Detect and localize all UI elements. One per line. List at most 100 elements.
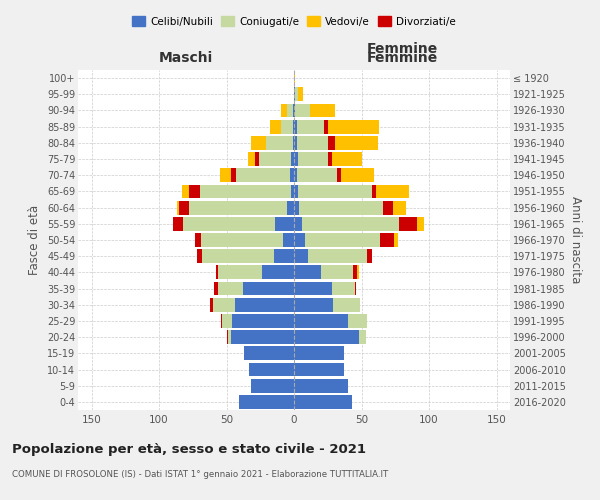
Bar xyxy=(310,104,335,118)
Text: Popolazione per età, sesso e stato civile - 2021: Popolazione per età, sesso e stato civil… xyxy=(12,442,366,456)
Bar xyxy=(294,314,348,328)
Bar xyxy=(333,298,360,312)
Bar xyxy=(213,298,235,312)
Bar xyxy=(281,120,293,134)
Bar xyxy=(248,152,255,166)
Bar xyxy=(298,88,304,101)
Bar xyxy=(292,184,294,198)
Bar xyxy=(250,362,294,376)
Bar xyxy=(328,136,335,149)
Bar xyxy=(281,104,287,118)
Bar xyxy=(172,217,183,230)
Bar xyxy=(294,298,333,312)
Bar xyxy=(305,233,380,247)
Bar xyxy=(324,120,328,134)
Bar xyxy=(332,282,355,296)
Text: Femmine: Femmine xyxy=(367,42,437,56)
Bar xyxy=(294,330,359,344)
Text: Maschi: Maschi xyxy=(159,51,213,65)
Bar xyxy=(230,330,294,344)
Bar xyxy=(196,233,201,247)
Bar xyxy=(244,346,294,360)
Bar xyxy=(182,184,188,198)
Bar xyxy=(294,379,348,392)
Bar xyxy=(298,152,328,166)
Bar xyxy=(294,184,298,198)
Bar xyxy=(294,282,332,296)
Bar xyxy=(294,71,295,85)
Bar xyxy=(251,136,266,149)
Bar xyxy=(392,200,406,214)
Bar xyxy=(294,346,344,360)
Bar xyxy=(367,250,372,263)
Bar xyxy=(383,200,392,214)
Bar xyxy=(262,266,294,280)
Bar xyxy=(294,136,296,149)
Bar xyxy=(221,314,223,328)
Bar xyxy=(293,136,294,149)
Bar xyxy=(216,266,218,280)
Bar xyxy=(275,217,294,230)
Bar xyxy=(321,266,353,280)
Bar xyxy=(242,282,294,296)
Bar xyxy=(299,200,383,214)
Bar xyxy=(197,250,202,263)
Bar xyxy=(302,217,400,230)
Bar xyxy=(294,120,296,134)
Bar xyxy=(218,266,262,280)
Bar xyxy=(227,330,228,344)
Bar xyxy=(201,233,283,247)
Bar xyxy=(292,152,294,166)
Bar xyxy=(337,168,341,182)
Bar xyxy=(296,120,324,134)
Bar xyxy=(287,104,293,118)
Legend: Celibi/Nubili, Coniugati/e, Vedovi/e, Divorziati/e: Celibi/Nubili, Coniugati/e, Vedovi/e, Di… xyxy=(128,12,460,31)
Bar xyxy=(355,282,356,296)
Bar xyxy=(270,120,281,134)
Bar xyxy=(400,217,417,230)
Bar xyxy=(232,314,294,328)
Bar xyxy=(230,168,236,182)
Bar xyxy=(294,104,295,118)
Bar xyxy=(335,136,378,149)
Bar xyxy=(184,217,275,230)
Bar xyxy=(380,233,394,247)
Bar xyxy=(294,362,344,376)
Bar xyxy=(259,152,292,166)
Bar xyxy=(298,184,372,198)
Bar xyxy=(176,200,179,214)
Bar xyxy=(188,184,199,198)
Bar xyxy=(358,266,359,280)
Bar xyxy=(199,184,292,198)
Bar xyxy=(295,88,298,101)
Bar xyxy=(294,266,321,280)
Bar xyxy=(308,250,367,263)
Bar xyxy=(228,330,230,344)
Bar xyxy=(295,104,310,118)
Bar xyxy=(235,298,294,312)
Bar xyxy=(236,168,290,182)
Bar xyxy=(294,168,296,182)
Bar xyxy=(223,314,232,328)
Bar xyxy=(239,395,294,409)
Bar xyxy=(294,217,302,230)
Bar xyxy=(220,168,230,182)
Text: COMUNE DI FROSOLONE (IS) - Dati ISTAT 1° gennaio 2021 - Elaborazione TUTTITALIA.: COMUNE DI FROSOLONE (IS) - Dati ISTAT 1°… xyxy=(12,470,388,479)
Y-axis label: Anni di nascita: Anni di nascita xyxy=(569,196,583,284)
Bar xyxy=(341,168,374,182)
Bar xyxy=(274,250,294,263)
Bar xyxy=(283,233,294,247)
Bar xyxy=(372,184,376,198)
Bar xyxy=(328,152,332,166)
Bar xyxy=(296,168,337,182)
Text: Femmine: Femmine xyxy=(367,51,437,65)
Bar xyxy=(296,136,328,149)
Bar xyxy=(353,266,358,280)
Bar xyxy=(255,152,259,166)
Bar xyxy=(294,250,308,263)
Bar xyxy=(290,168,294,182)
Bar xyxy=(293,104,294,118)
Bar xyxy=(294,152,298,166)
Bar xyxy=(294,395,352,409)
Bar xyxy=(294,233,305,247)
